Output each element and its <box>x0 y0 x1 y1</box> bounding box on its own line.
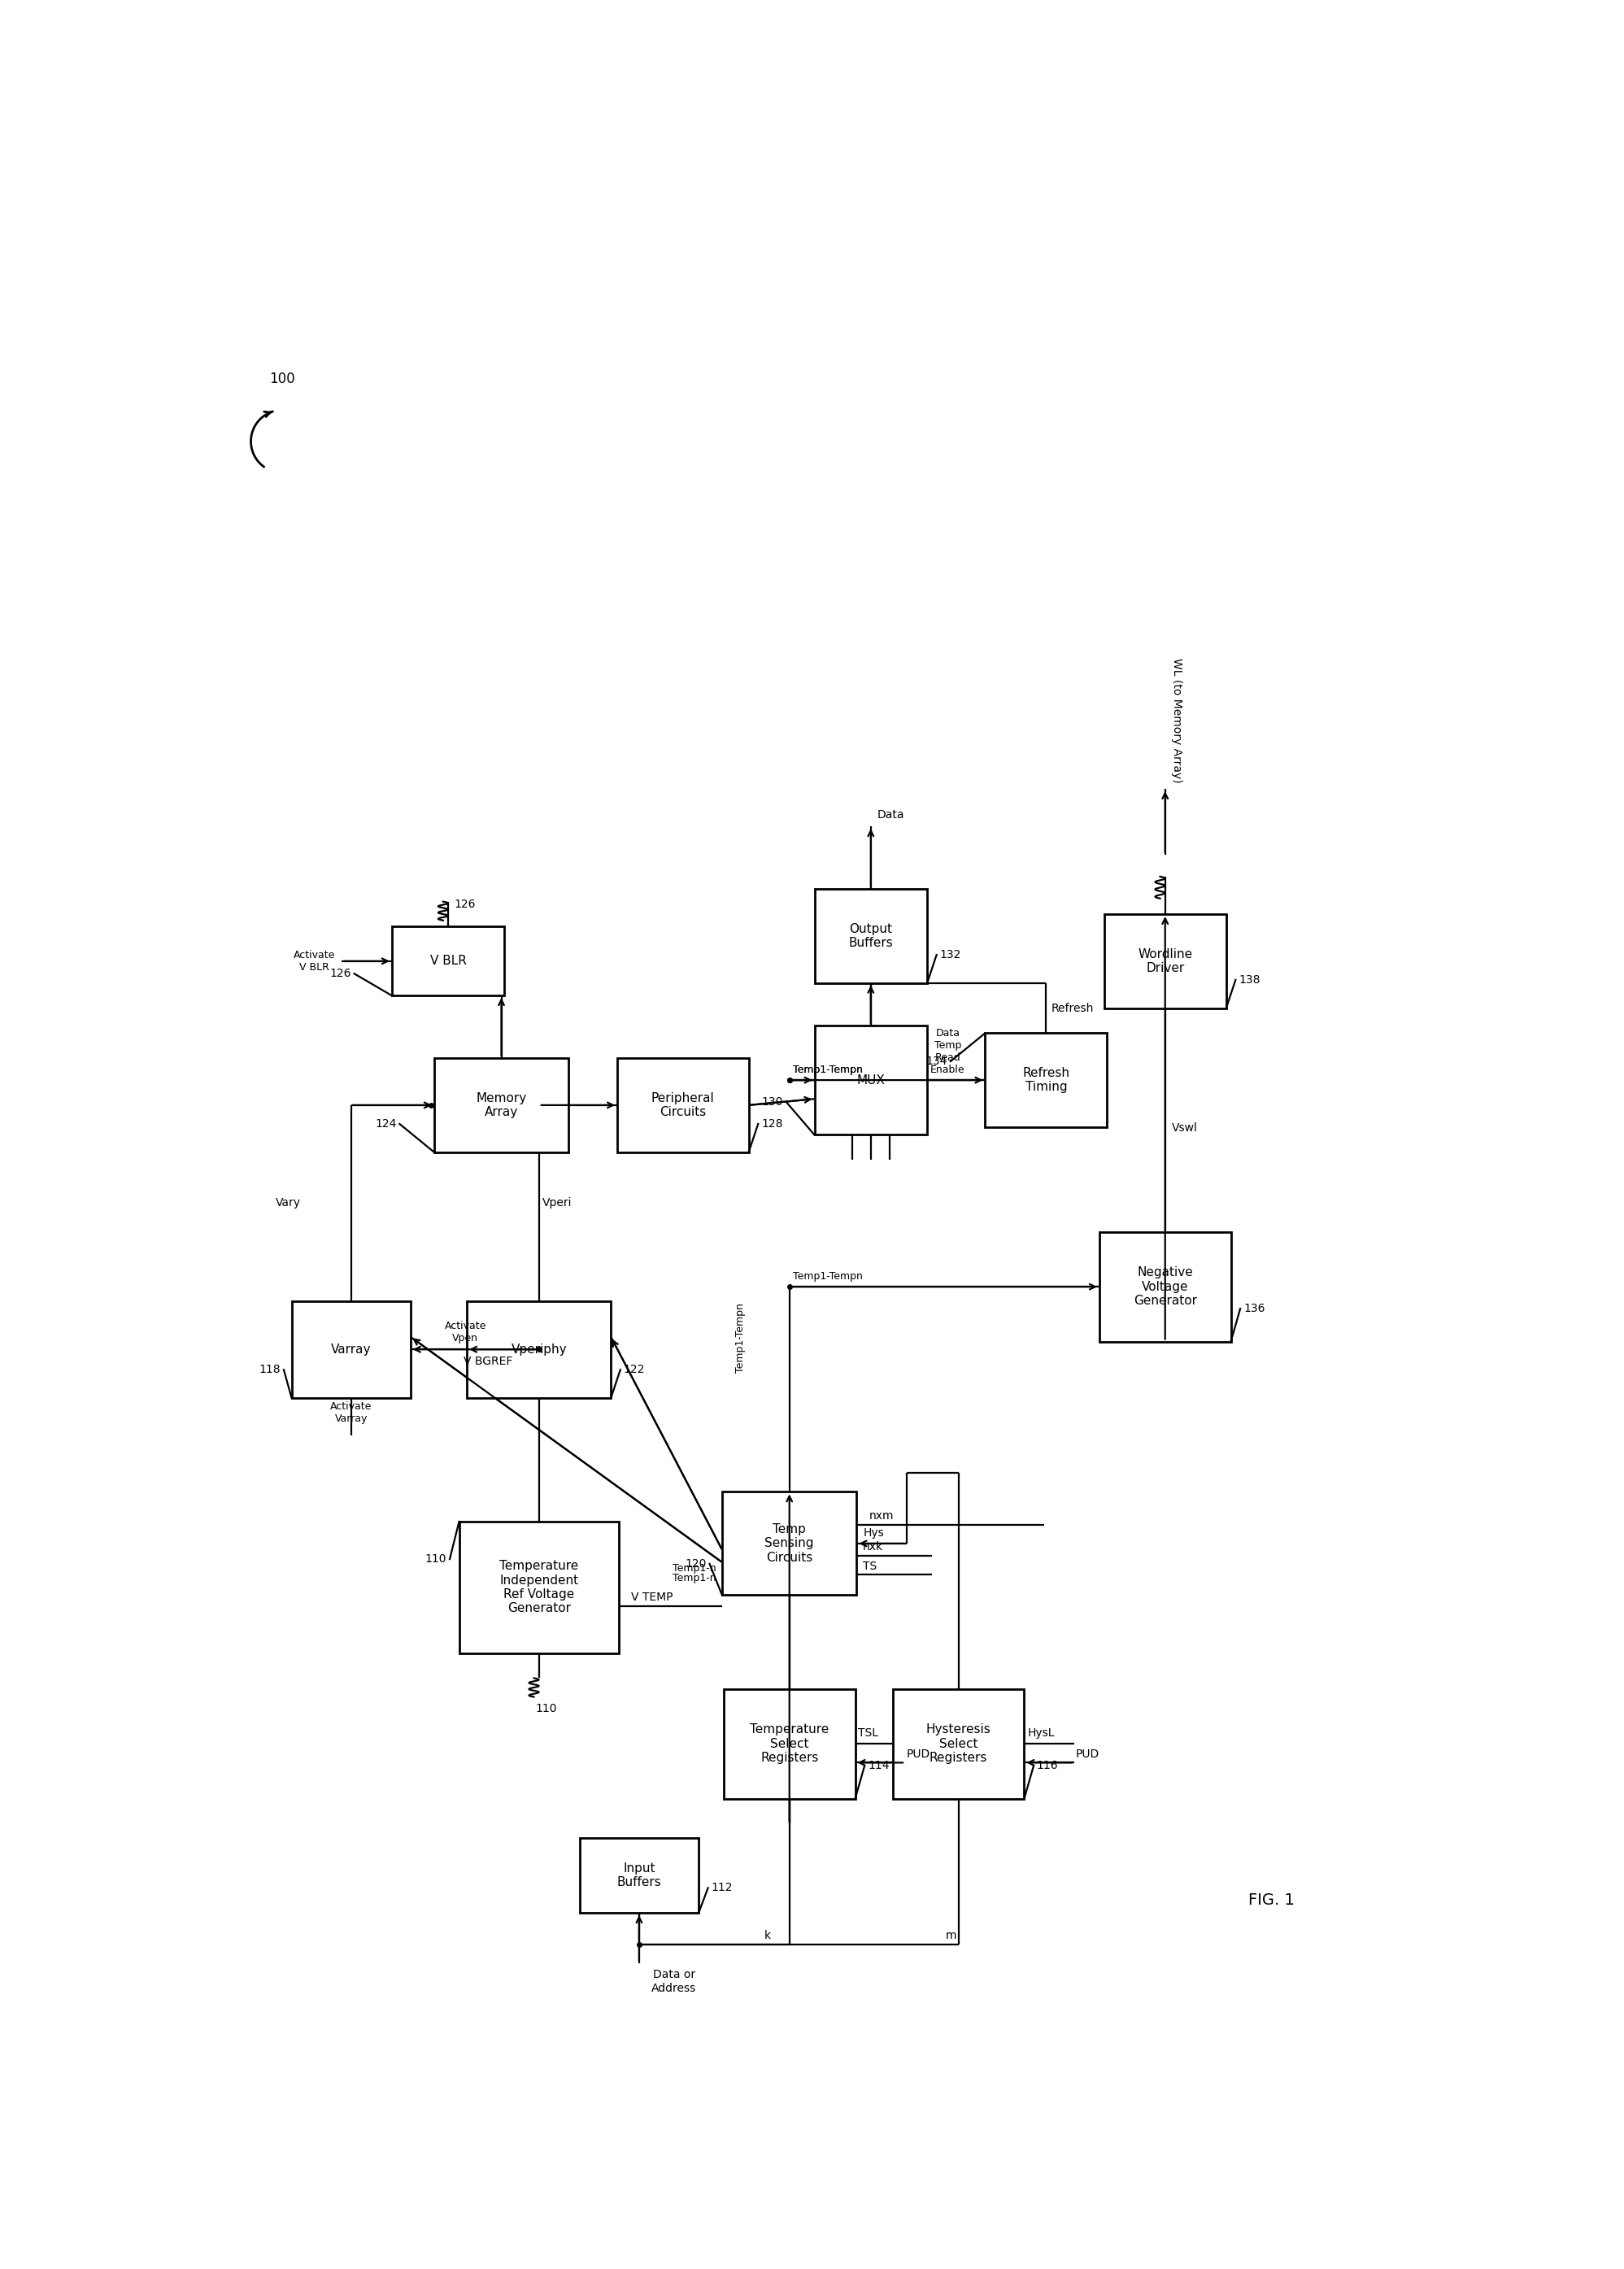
Text: PUD: PUD <box>906 1747 931 1758</box>
Bar <box>815 1026 927 1134</box>
Text: V BLR: V BLR <box>430 955 466 967</box>
Text: Refresh
Timing: Refresh Timing <box>1023 1066 1070 1094</box>
Text: 124: 124 <box>375 1119 396 1130</box>
Text: 122: 122 <box>624 1364 645 1375</box>
Text: FIG. 1: FIG. 1 <box>1249 1892 1294 1908</box>
Text: Temperature
Select
Registers: Temperature Select Registers <box>750 1724 828 1763</box>
Bar <box>1104 914 1226 1007</box>
Text: Temp1-n: Temp1-n <box>672 1563 716 1575</box>
Bar <box>580 1838 698 1913</box>
Text: Data
Temp
Read
Enable: Data Temp Read Enable <box>931 1028 965 1076</box>
Text: Data: Data <box>877 808 905 819</box>
Text: Vary: Vary <box>276 1198 300 1209</box>
Text: 126: 126 <box>455 899 476 910</box>
Text: Activate
Vpen: Activate Vpen <box>445 1321 486 1343</box>
Text: MUX: MUX <box>856 1073 885 1087</box>
Bar <box>724 1688 856 1799</box>
Text: Hysteresis
Select
Registers: Hysteresis Select Registers <box>926 1724 991 1763</box>
Text: Input
Buffers: Input Buffers <box>617 1863 661 1888</box>
Text: 110: 110 <box>536 1704 557 1715</box>
Text: Hys: Hys <box>862 1527 883 1538</box>
Bar <box>617 1057 749 1153</box>
Bar <box>460 1522 619 1654</box>
Text: 136: 136 <box>1244 1302 1265 1314</box>
Text: 118: 118 <box>258 1364 281 1375</box>
Text: 138: 138 <box>1239 973 1260 985</box>
Text: Data or
Address: Data or Address <box>651 1969 697 1994</box>
Text: nxm: nxm <box>869 1511 895 1522</box>
Text: Temp1-Tempn: Temp1-Tempn <box>793 1271 862 1282</box>
Text: 112: 112 <box>711 1883 732 1895</box>
Text: 100: 100 <box>270 372 296 386</box>
Text: nxk: nxk <box>862 1541 883 1552</box>
Text: Temp1-Tempn: Temp1-Tempn <box>793 1064 862 1076</box>
Text: Temp1-Tempn: Temp1-Tempn <box>793 1064 862 1076</box>
Bar <box>1099 1232 1231 1341</box>
Text: WL (to Memory Array): WL (to Memory Array) <box>1171 658 1182 783</box>
Text: 132: 132 <box>940 948 961 960</box>
Text: V BGREF: V BGREF <box>464 1355 513 1366</box>
Text: Activate
Varray: Activate Varray <box>330 1400 372 1425</box>
Text: 130: 130 <box>762 1096 783 1107</box>
Text: 134: 134 <box>926 1055 947 1066</box>
Text: TS: TS <box>862 1561 877 1572</box>
Text: Temp
Sensing
Circuits: Temp Sensing Circuits <box>765 1522 814 1563</box>
Text: 128: 128 <box>762 1119 783 1130</box>
Bar <box>468 1300 611 1398</box>
Text: Temp1-n: Temp1-n <box>672 1572 716 1584</box>
Text: Activate
V BLR: Activate V BLR <box>294 951 336 973</box>
Text: Peripheral
Circuits: Peripheral Circuits <box>651 1091 715 1119</box>
Text: Output
Buffers: Output Buffers <box>849 923 893 948</box>
Text: Refresh: Refresh <box>1051 1003 1093 1014</box>
Text: m: m <box>945 1929 957 1942</box>
Bar <box>391 926 505 996</box>
Text: Vperiphy: Vperiphy <box>512 1343 567 1355</box>
Text: Temperature
Independent
Ref Voltage
Generator: Temperature Independent Ref Voltage Gene… <box>500 1561 578 1616</box>
Text: PUD: PUD <box>1075 1747 1099 1758</box>
Text: Vswl: Vswl <box>1171 1121 1197 1134</box>
Text: 110: 110 <box>425 1554 447 1566</box>
Bar <box>815 889 927 982</box>
Text: HysL: HysL <box>1028 1727 1054 1738</box>
Text: Negative
Voltage
Generator: Negative Voltage Generator <box>1134 1266 1197 1307</box>
Text: 114: 114 <box>867 1761 890 1772</box>
Bar <box>292 1300 411 1398</box>
Text: V TEMP: V TEMP <box>632 1591 674 1602</box>
Text: 120: 120 <box>685 1559 706 1570</box>
Text: k: k <box>763 1929 771 1942</box>
Text: 126: 126 <box>330 969 351 980</box>
Text: Vperi: Vperi <box>542 1198 572 1209</box>
Text: 116: 116 <box>1036 1761 1059 1772</box>
Text: TSL: TSL <box>859 1727 879 1738</box>
Bar <box>893 1688 1025 1799</box>
Text: Temp1-Tempn: Temp1-Tempn <box>736 1302 745 1373</box>
Bar <box>723 1491 857 1595</box>
Text: Wordline
Driver: Wordline Driver <box>1138 948 1192 973</box>
Text: Varray: Varray <box>331 1343 372 1355</box>
Bar <box>986 1032 1108 1128</box>
Text: Memory
Array: Memory Array <box>476 1091 526 1119</box>
Bar <box>434 1057 568 1153</box>
